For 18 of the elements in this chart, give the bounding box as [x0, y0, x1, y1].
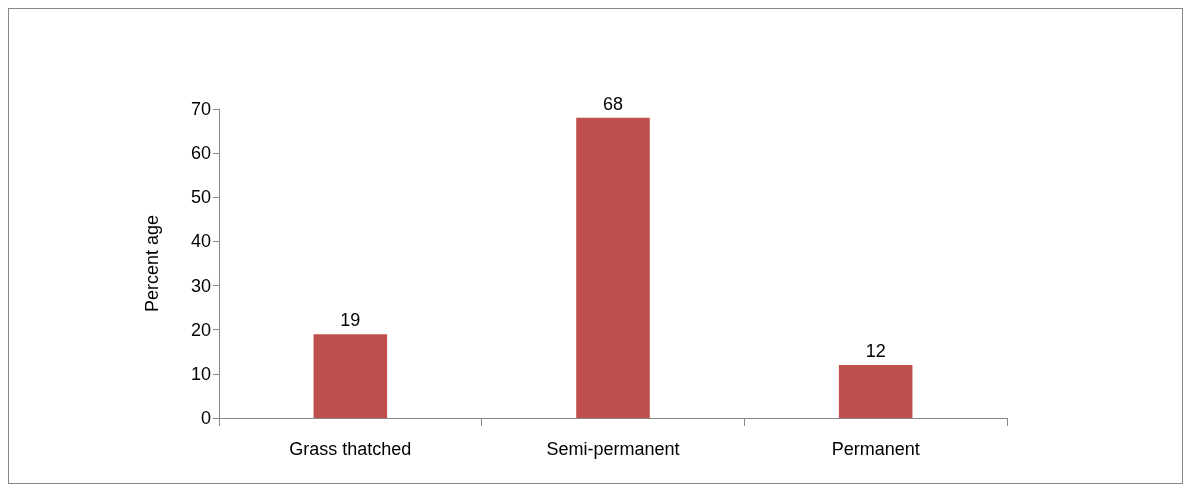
y-tick-label: 0	[200, 408, 211, 428]
bar	[576, 117, 650, 418]
y-axis-title: Percent age	[142, 214, 162, 313]
bar	[313, 334, 388, 418]
y-tick-label: 60	[190, 143, 211, 164]
x-tick-label: Permanent	[831, 439, 920, 459]
x-tick-label: Semi-permanent	[546, 439, 680, 459]
bar	[838, 365, 913, 418]
data-label: 68	[602, 93, 624, 114]
y-tick-label: 20	[190, 319, 211, 340]
x-tick-label: Grass thatched	[289, 439, 412, 459]
y-tick-label: 70	[190, 99, 211, 119]
data-label: 12	[865, 341, 886, 362]
y-tick-label: 30	[190, 275, 211, 296]
y-tick-label: 40	[190, 231, 211, 252]
data-label: 19	[340, 310, 361, 331]
y-tick-label: 10	[190, 363, 211, 384]
y-tick-label: 50	[190, 187, 211, 208]
